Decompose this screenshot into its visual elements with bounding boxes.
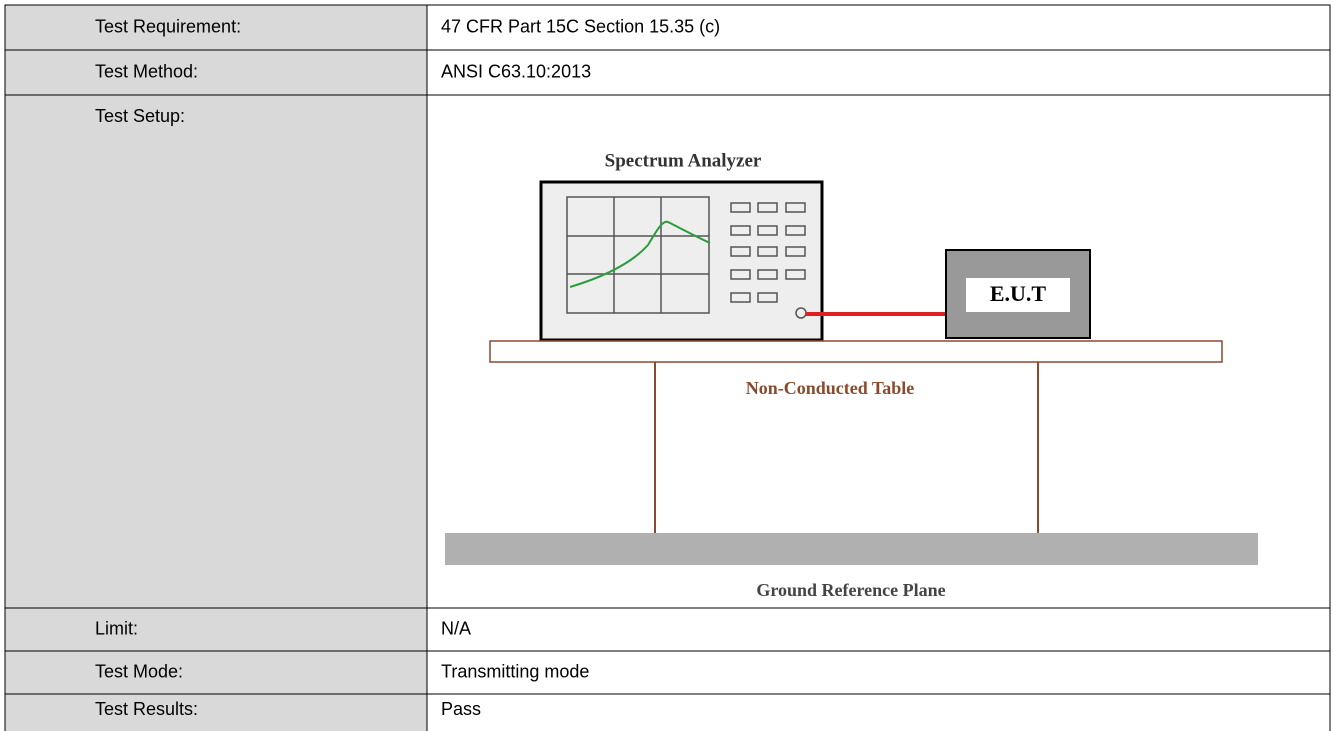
row-value: Transmitting mode (441, 661, 589, 681)
analyzer-label: Spectrum Analyzer (605, 150, 762, 171)
value-cell (426, 650, 1331, 695)
analyzer-box (539, 180, 824, 342)
row-value: Pass (441, 699, 481, 719)
spectrum-curve (569, 220, 711, 288)
row-label: Limit: (95, 618, 138, 638)
value-cell (426, 49, 1331, 96)
eut-label-bg (966, 278, 1070, 312)
table-top (489, 340, 1223, 363)
label-cell (4, 4, 428, 51)
row-label: Test Method: (95, 61, 198, 81)
label-cell (4, 49, 428, 96)
ground-label: Ground Reference Plane (756, 580, 945, 600)
row-value: N/A (441, 618, 471, 638)
eut-label: E.U.T (990, 281, 1047, 306)
table: Test Requirement: 47 CFR Part 15C Section… (4, 4, 1331, 731)
value-cell (426, 607, 1331, 652)
label-cell (4, 94, 428, 609)
row-value: ANSI C63.10:2013 (441, 61, 591, 81)
value-cell (426, 4, 1331, 51)
label-cell (4, 607, 428, 652)
value-cell (426, 693, 1331, 731)
label-cell (4, 650, 428, 695)
analyzer-buttons (730, 202, 807, 319)
table-label: Non-Conducted Table (746, 378, 915, 398)
row-label: Test Setup: (95, 106, 185, 126)
row-label: Test Requirement: (95, 16, 241, 36)
ground-plane (445, 533, 1258, 565)
row-value: 47 CFR Part 15C Section 15.35 (c) (441, 16, 720, 36)
analyzer-screen (566, 196, 710, 314)
row-label: Test Mode: (95, 661, 183, 681)
setup-diagram: Spectrum Analyzer E.U.T Non-Conducted Ta… (445, 150, 1258, 600)
label-cell (4, 693, 428, 731)
row-label: Test Results: (95, 699, 198, 719)
